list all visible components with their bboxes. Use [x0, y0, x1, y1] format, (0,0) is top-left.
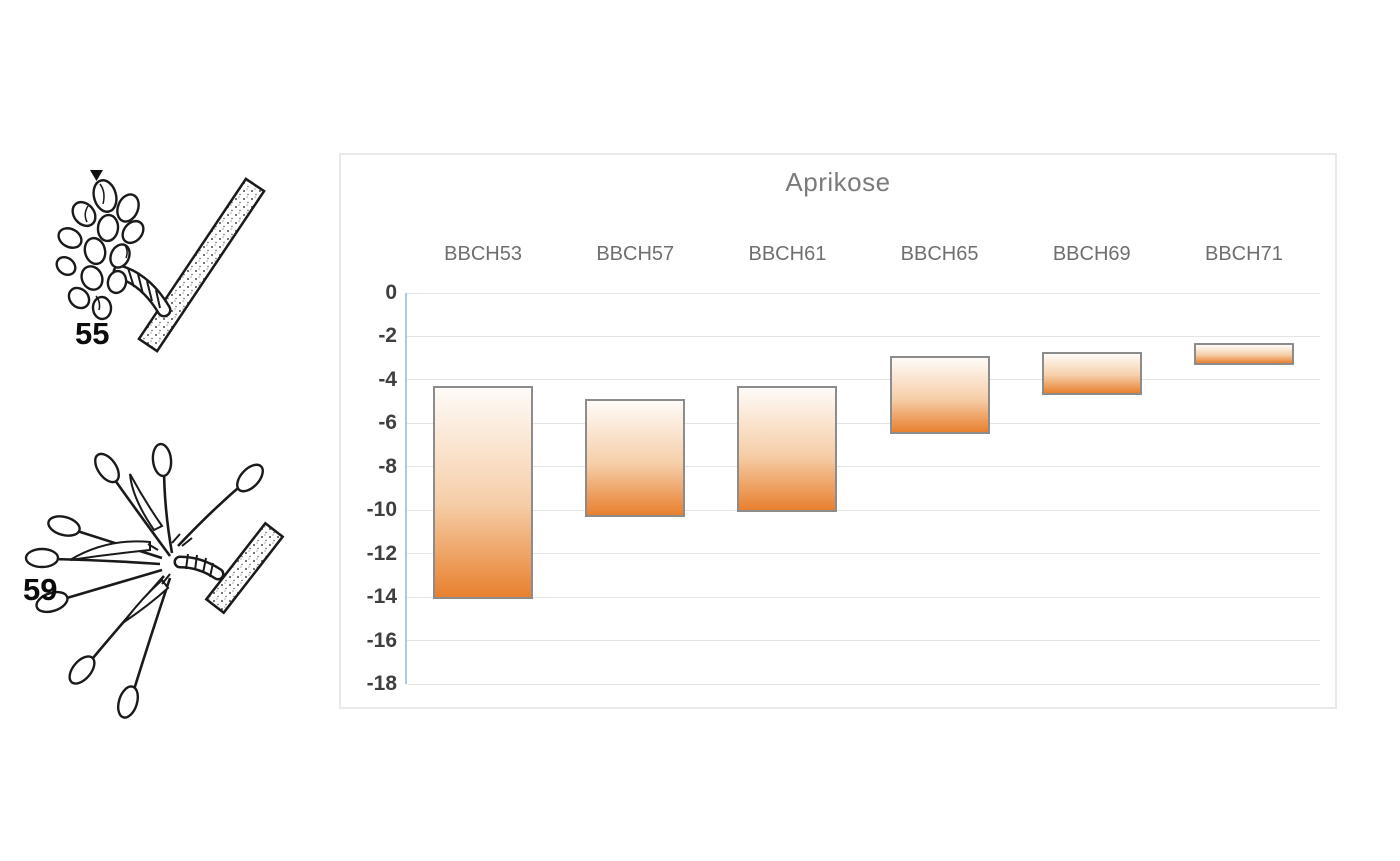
gridline	[407, 422, 1320, 424]
y-tick-label: -14	[366, 585, 397, 609]
bar-bbch61	[737, 386, 838, 513]
category-label-bbch71: BBCH71	[1205, 243, 1283, 265]
gridline	[407, 640, 1320, 642]
y-tick-label: -8	[378, 454, 397, 478]
bbch59-elongated-buds-illustration	[24, 442, 285, 719]
category-label-bbch69: BBCH69	[1052, 243, 1131, 265]
gridline	[407, 466, 1320, 468]
y-tick-label: -2	[378, 324, 397, 348]
bar-bbch69	[1041, 351, 1142, 396]
bbch-stage-label-55: 55	[75, 316, 110, 351]
category-label-bbch65: BBCH65	[900, 243, 979, 265]
bbch-stage-label-59: 59	[23, 572, 58, 607]
bbch59-figure: 59	[12, 438, 312, 730]
chart-container: Aprikose 0 -2 -4 -6 -8 -10 -12 -14 -16 -18 BBCH53 B…	[339, 153, 1337, 709]
bar-bbch65	[889, 355, 990, 435]
branch-shape	[137, 177, 266, 353]
bbch55-bud-cluster-illustration	[55, 170, 266, 353]
category-label-bbch61: BBCH61	[748, 243, 827, 265]
gridline	[407, 596, 1320, 598]
branch-shape	[204, 521, 285, 615]
y-tick-label: -18	[366, 672, 397, 695]
y-tick-label: -12	[366, 541, 397, 565]
y-tick-label: -16	[366, 628, 397, 652]
category-label-bbch57: BBCH57	[596, 243, 675, 265]
gridline	[407, 292, 1320, 294]
bar-bbch53	[433, 386, 534, 600]
gridline	[407, 335, 1320, 337]
y-tick-label: -6	[378, 411, 397, 435]
bbch55-figure: 55	[50, 164, 312, 364]
gridline	[407, 379, 1320, 381]
y-axis-line	[405, 293, 407, 684]
y-tick-label: -10	[366, 498, 397, 522]
bar-bbch71	[1193, 342, 1294, 365]
plot-area: 0 -2 -4 -6 -8 -10 -12 -14 -16 -18 BBCH53 BBCH57 BBCH…	[367, 243, 1320, 695]
stage-marker-triangle-icon	[90, 170, 103, 181]
category-label-bbch53: BBCH53	[444, 243, 522, 265]
y-tick-label: -4	[378, 367, 397, 391]
gridline	[407, 683, 1320, 685]
y-tick-label: 0	[385, 281, 397, 304]
gridline	[407, 509, 1320, 511]
bar-bbch57	[585, 399, 686, 517]
gridline	[407, 553, 1320, 555]
chart-title: Aprikose	[785, 167, 891, 197]
